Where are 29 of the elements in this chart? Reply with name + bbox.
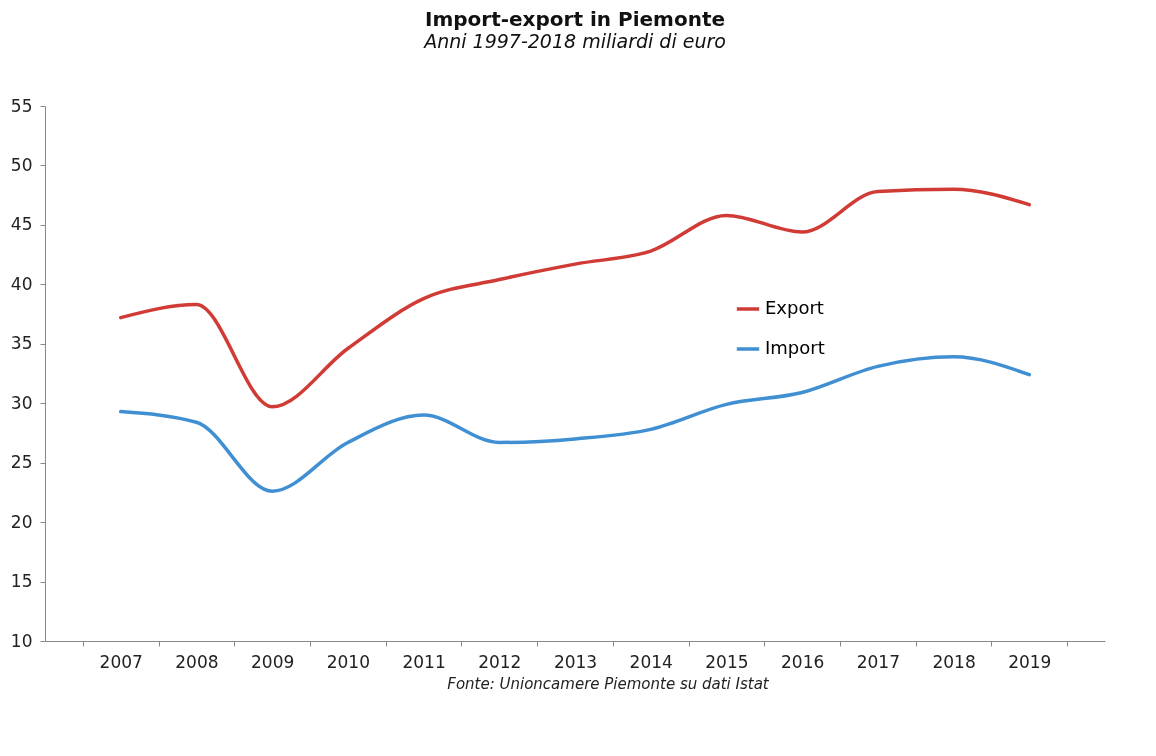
- y-tick-label: 35: [10, 333, 33, 354]
- y-tick-label: 30: [10, 392, 33, 413]
- x-tick-label: 2014: [629, 651, 673, 672]
- x-tick-label: 2010: [326, 651, 370, 672]
- chart-subtitle: Anni 1997-2018 miliardi di euro: [422, 30, 726, 52]
- y-tick-label: 20: [10, 511, 33, 532]
- y-tick-label: 50: [10, 154, 33, 175]
- legend-label: Import: [765, 337, 825, 358]
- y-tick-label: 15: [10, 571, 33, 592]
- x-tick-label: 2009: [251, 651, 295, 672]
- x-tick-label: 2016: [781, 651, 825, 672]
- y-tick-label: 25: [10, 452, 33, 473]
- line-series: [118, 187, 1032, 409]
- x-tick-label: 2007: [99, 651, 143, 672]
- x-tick-label: 2017: [856, 651, 900, 672]
- source-note: Fonte: Unioncamere Piemonte su dati Istat: [446, 675, 770, 693]
- x-tick-label: 2019: [1008, 651, 1052, 672]
- x-tick-label: 2012: [478, 651, 522, 672]
- x-tick-label: 2011: [402, 651, 446, 672]
- x-tick-label: 2008: [175, 651, 219, 672]
- x-tick-label: 2013: [553, 651, 598, 672]
- y-tick-label: 45: [10, 214, 33, 235]
- x-tick-label: 2018: [932, 651, 976, 672]
- y-tick-label: 10: [10, 630, 33, 651]
- y-tick-label: 55: [10, 95, 33, 116]
- legend-label: Export: [765, 297, 824, 318]
- x-tick-label: 2015: [705, 651, 749, 672]
- chart-title: Import-export in Piemonte: [424, 7, 726, 31]
- y-tick-label: 40: [10, 273, 33, 294]
